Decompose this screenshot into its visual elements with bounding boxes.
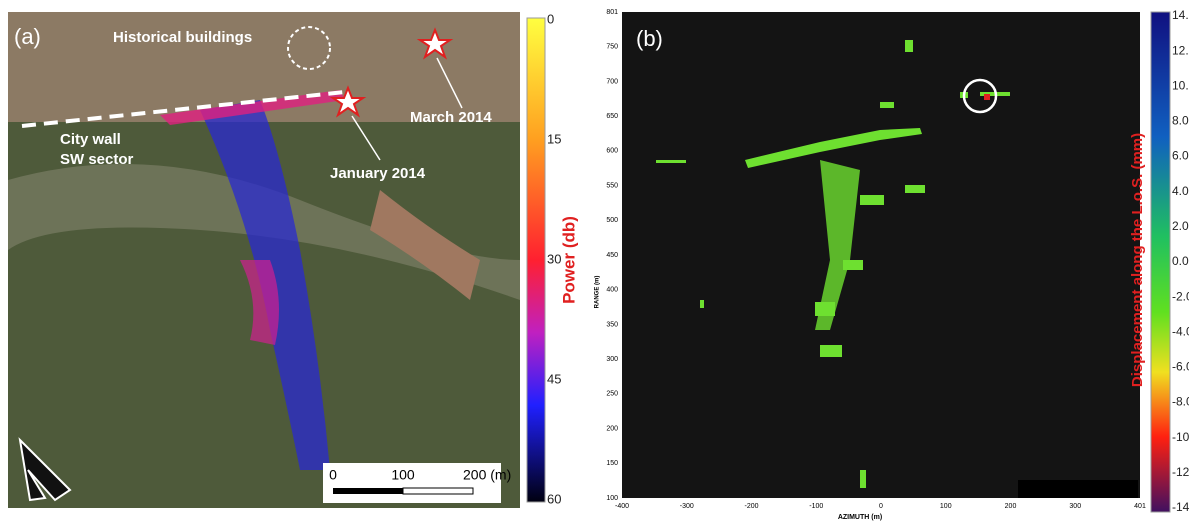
x-tick-label: 200 (1005, 503, 1017, 510)
colorbar-tick-label: -12.0 (1172, 465, 1189, 479)
colorbar-tick-label: -6.0 (1172, 360, 1189, 374)
annotation: SW sector (60, 151, 134, 168)
y-tick-label: 750 (606, 44, 618, 51)
mask (1018, 480, 1138, 498)
figure: (a) Historical buildings March 2014 Janu… (0, 0, 1189, 522)
colorbar-tick-label: 6.0 (1172, 149, 1189, 163)
y-tick-label: 250 (606, 391, 618, 398)
y-tick-label: 100 (606, 495, 618, 502)
y-ticks: 801 750 700 650 600 550 500 450 400 350 300 250 200 1… (606, 9, 618, 502)
radar-map (622, 12, 1140, 498)
y-tick-label: 450 (606, 252, 618, 259)
annotation: January 2014 (330, 165, 426, 182)
colorbar-tick-label: 45 (547, 371, 561, 386)
colorbar-title: Power (db) (559, 216, 578, 304)
colorbar-ticks: 0 15 30 45 60 (547, 11, 561, 506)
colorbar-ticks: 14.0 12.0 10.0 8.0 6.0 4.0 2.0 0.0 -2.0 -4.0 -6.0 -… (1172, 8, 1189, 514)
y-tick-label: 200 (606, 425, 618, 432)
colorbar-tick-label: 60 (547, 491, 561, 506)
colorbar-tick-label: 14.0 (1172, 8, 1189, 22)
y-tick-label: 400 (606, 287, 618, 294)
annotation: Historical buildings (113, 29, 252, 46)
annotation: City wall (60, 131, 121, 148)
y-tick-label: 500 (606, 217, 618, 224)
x-tick-label: -400 (615, 503, 629, 510)
scale-label: 200 (m) (463, 467, 511, 483)
aerial-image (8, 12, 520, 508)
y-tick-label: 300 (606, 356, 618, 363)
colorbar-tick-label: -8.0 (1172, 395, 1189, 409)
colorbar (527, 18, 545, 502)
colorbar-tick-label: -2.0 (1172, 289, 1189, 303)
x-tick-label: 100 (940, 503, 952, 510)
colorbar-tick-label: 15 (547, 131, 561, 146)
colorbar-tick-label: 10.0 (1172, 78, 1189, 92)
panel-label: (b) (636, 26, 663, 51)
colorbar-tick-label: -4.0 (1172, 324, 1189, 338)
annotation: March 2014 (410, 109, 492, 126)
colorbar-tick-label: 4.0 (1172, 184, 1189, 198)
y-tick-label: 650 (606, 113, 618, 120)
colorbar-tick-label: 12.0 (1172, 43, 1189, 57)
axis-label: AZIMUTH (m) (838, 514, 882, 521)
colorbar-tick-label: 8.0 (1172, 114, 1189, 128)
colorbar-tick-label: 2.0 (1172, 219, 1189, 233)
x-tick-label: -200 (744, 503, 758, 510)
y-tick-label: 550 (606, 182, 618, 189)
x-tick-label: 401 (1134, 503, 1146, 510)
scale-bar (403, 488, 473, 494)
x-tick-label: 300 (1069, 503, 1081, 510)
x-tick-label: -100 (809, 503, 823, 510)
colorbar-tick-label: 30 (547, 251, 561, 266)
axis-label: RANGE (m) (595, 276, 601, 309)
y-tick-label: 350 (606, 321, 618, 328)
displacement-point (984, 94, 990, 100)
x-tick-label: -300 (680, 503, 694, 510)
colorbar-tick-label: 0.0 (1172, 254, 1189, 268)
colorbar-tick-label: -14.0 (1172, 500, 1189, 514)
y-tick-label: 600 (606, 148, 618, 155)
colorbar-tick-label: -10.0 (1172, 430, 1189, 444)
scale-bar (333, 488, 403, 494)
colorbar (1151, 12, 1170, 512)
y-tick-label: 150 (606, 460, 618, 467)
scale-label: 0 (329, 467, 337, 483)
x-ticks: -400 -300 -200 -100 0 100 200 300 401 (615, 503, 1146, 510)
x-tick-label: 0 (879, 503, 883, 510)
y-tick-label: 801 (606, 9, 618, 16)
scale-label: 100 (391, 467, 415, 483)
colorbar-tick-label: 0 (547, 11, 554, 26)
colorbar-title: Displacement along the L.o.S. (mm) (1129, 133, 1146, 387)
y-tick-label: 700 (606, 78, 618, 85)
panel-label: (a) (14, 24, 41, 49)
